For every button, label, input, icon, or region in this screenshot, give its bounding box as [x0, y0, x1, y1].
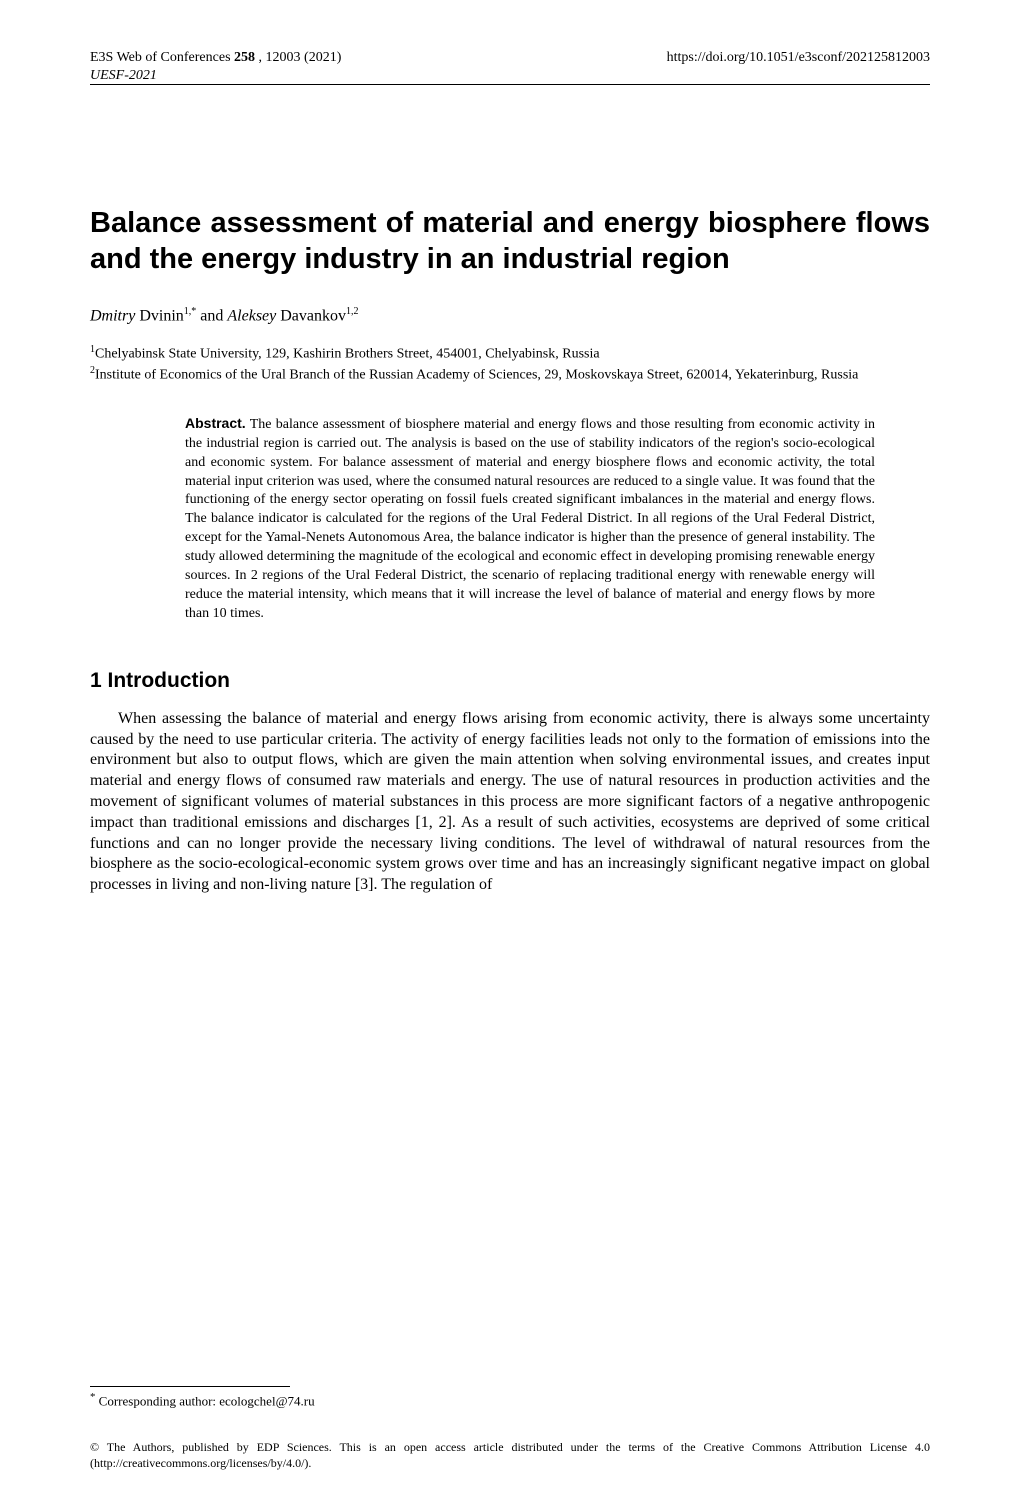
- corresponding-author-footnote: * Corresponding author: ecologchel@74.ru: [90, 1391, 315, 1409]
- header-divider: [90, 84, 930, 85]
- footnote-text: Corresponding author: ecologchel@74.ru: [95, 1393, 314, 1408]
- section1-para1: When assessing the balance of material a…: [90, 709, 930, 896]
- header-left: E3S Web of Conferences 258 , 12003 (2021…: [90, 50, 341, 66]
- author2-given: Aleksey: [227, 307, 276, 324]
- doi-link[interactable]: https://doi.org/10.1051/e3sconf/20212581…: [667, 50, 930, 66]
- affiliation-1: 1Chelyabinsk State University, 129, Kash…: [90, 343, 930, 365]
- author2-affil-sup: 1,2: [346, 306, 359, 317]
- author1-surname: Dvinin: [139, 307, 183, 324]
- affil2-text: Institute of Economics of the Ural Branc…: [95, 368, 858, 383]
- footnote-divider: [90, 1386, 290, 1387]
- paper-title: Balance assessment of material and energ…: [90, 205, 930, 278]
- license-text: © The Authors, published by EDP Sciences…: [90, 1439, 930, 1471]
- author1-affil-sup: 1,*: [184, 306, 197, 317]
- affiliation-2: 2Institute of Economics of the Ural Bran…: [90, 364, 930, 386]
- page-header: E3S Web of Conferences 258 , 12003 (2021…: [90, 50, 930, 68]
- section1-heading: 1 Introduction: [90, 669, 930, 693]
- conference-name: UESF-2021: [90, 68, 930, 84]
- affiliations: 1Chelyabinsk State University, 129, Kash…: [90, 343, 930, 386]
- abstract-text: The balance assessment of biosphere mate…: [185, 417, 875, 621]
- authors-and: and: [196, 307, 227, 324]
- abstract-label: Abstract.: [185, 415, 246, 431]
- author2-surname: Davankov: [280, 307, 346, 324]
- author1-given: Dmitry: [90, 307, 135, 324]
- affil1-text: Chelyabinsk State University, 129, Kashi…: [95, 346, 600, 361]
- journal-volume: 258: [234, 50, 255, 65]
- abstract: Abstract. The balance assessment of bios…: [185, 414, 875, 624]
- authors-line: Dmitry Dvinin1,* and Aleksey Davankov1,2: [90, 306, 930, 325]
- journal-name: E3S Web of Conferences: [90, 50, 231, 65]
- article-number: , 12003 (2021): [259, 50, 342, 65]
